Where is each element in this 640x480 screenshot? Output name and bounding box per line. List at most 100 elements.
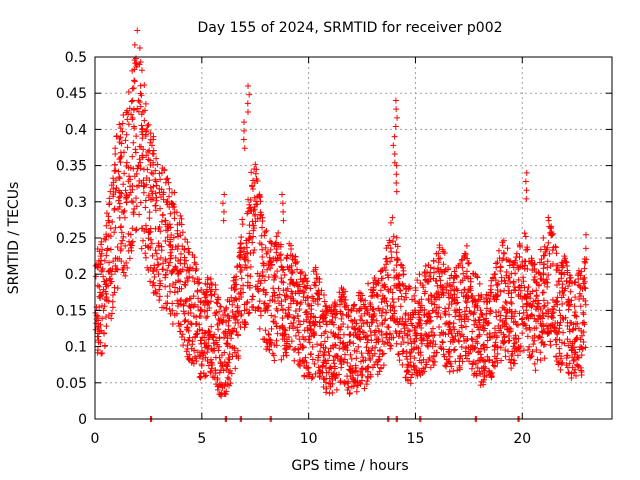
data-point — [364, 339, 371, 346]
data-point — [516, 253, 523, 260]
data-point — [267, 246, 274, 253]
data-point — [417, 371, 424, 378]
data-point — [131, 41, 138, 48]
data-point — [437, 314, 444, 321]
data-point — [524, 333, 531, 340]
data-point — [511, 313, 518, 320]
data-point — [145, 244, 152, 251]
data-point — [116, 175, 123, 182]
data-point — [216, 343, 223, 350]
data-point — [141, 117, 148, 124]
data-point — [458, 324, 465, 331]
data-point — [200, 299, 207, 306]
data-point — [106, 275, 113, 282]
data-point — [495, 308, 502, 315]
data-point — [567, 319, 574, 326]
data-point — [533, 280, 540, 287]
data-point — [257, 194, 264, 201]
data-point — [209, 347, 216, 354]
data-point — [581, 321, 588, 328]
data-point — [366, 323, 373, 330]
data-point — [186, 351, 193, 358]
data-point — [103, 294, 110, 301]
data-point — [322, 389, 329, 396]
data-point — [276, 291, 283, 298]
data-point — [278, 263, 285, 270]
data-point — [291, 357, 298, 364]
data-point — [143, 127, 150, 134]
data-point — [358, 323, 365, 330]
data-point — [273, 245, 280, 252]
data-point — [167, 288, 174, 295]
data-point — [262, 244, 269, 251]
data-point — [494, 292, 501, 299]
data-point — [531, 337, 538, 344]
data-point — [545, 271, 552, 278]
data-point — [272, 240, 279, 247]
data-point — [497, 312, 504, 319]
data-point — [312, 370, 319, 377]
data-point — [274, 294, 281, 301]
data-point — [208, 365, 215, 372]
data-point — [498, 357, 505, 364]
data-point — [388, 342, 395, 349]
data-point — [106, 259, 113, 266]
data-point — [408, 320, 415, 327]
data-point — [501, 250, 508, 257]
data-point — [175, 277, 182, 284]
data-point — [339, 311, 346, 318]
data-point — [486, 356, 493, 363]
data-point — [319, 363, 326, 370]
data-point — [344, 387, 351, 394]
data-point — [477, 357, 484, 364]
data-point — [274, 268, 281, 275]
data-point — [111, 161, 118, 168]
data-point — [381, 281, 388, 288]
data-point — [156, 224, 163, 231]
data-point — [177, 321, 184, 328]
data-point — [271, 274, 278, 281]
data-point — [358, 350, 365, 357]
data-point — [388, 248, 395, 255]
data-point — [271, 292, 278, 299]
data-point — [215, 326, 222, 333]
data-point — [557, 366, 564, 373]
data-point — [320, 359, 327, 366]
data-point — [317, 348, 324, 355]
data-point — [160, 189, 167, 196]
data-point — [266, 254, 273, 261]
data-point — [508, 300, 515, 307]
data-point — [198, 337, 205, 344]
data-point — [109, 218, 116, 225]
data-point — [491, 363, 498, 370]
data-point — [123, 159, 130, 166]
data-point — [547, 225, 554, 232]
data-point — [408, 349, 415, 356]
data-point — [499, 257, 506, 264]
data-point — [158, 193, 165, 200]
data-point — [447, 360, 454, 367]
data-point — [540, 297, 547, 304]
data-point — [553, 358, 560, 365]
data-point — [327, 383, 334, 390]
data-point — [228, 294, 235, 301]
data-point — [478, 354, 485, 361]
data-point — [307, 351, 314, 358]
data-point — [332, 341, 339, 348]
data-point — [300, 318, 307, 325]
data-point — [577, 272, 584, 279]
data-point — [521, 262, 528, 269]
data-point — [183, 348, 190, 355]
data-point — [559, 281, 566, 288]
data-point — [381, 341, 388, 348]
data-point — [366, 355, 373, 362]
spike-point — [129, 97, 136, 104]
data-point — [568, 370, 575, 377]
data-point — [415, 300, 422, 307]
data-point — [365, 280, 372, 287]
data-point — [374, 361, 381, 368]
data-point — [129, 85, 136, 92]
data-point — [371, 329, 378, 336]
data-point — [407, 380, 414, 387]
data-point — [131, 77, 138, 84]
